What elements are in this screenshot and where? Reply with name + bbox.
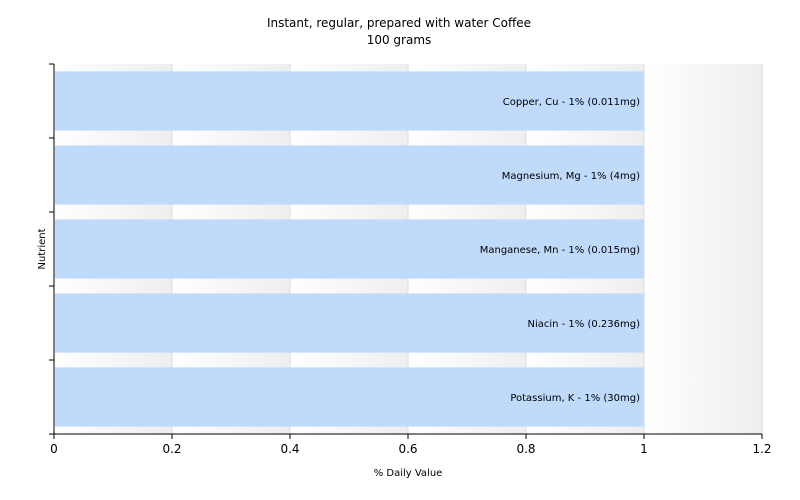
y-axis-label: Nutrient: [37, 228, 48, 269]
bar-label: Copper, Cu - 1% (0.011mg): [503, 97, 640, 108]
x-tick-label: 1: [640, 442, 648, 456]
x-axis-label: % Daily Value: [374, 468, 443, 479]
bar: [55, 367, 644, 427]
bar: [55, 293, 644, 353]
bar: [55, 71, 644, 131]
x-tick-label: 0: [50, 442, 58, 456]
x-tick-label: 0.6: [398, 442, 417, 456]
chart-title: Instant, regular, prepared with water Co…: [267, 16, 531, 30]
bar-label: Manganese, Mn - 1% (0.015mg): [480, 245, 640, 256]
x-tick-label: 0.8: [516, 442, 535, 456]
x-tick-labels: 0 0.2 0.4 0.6 0.8 1 1.2: [50, 442, 771, 456]
axes: [49, 63, 763, 439]
x-tick-label: 0.2: [162, 442, 181, 456]
bar-label: Magnesium, Mg - 1% (4mg): [502, 171, 640, 182]
bar-label: Potassium, K - 1% (30mg): [510, 393, 640, 404]
bars: Copper, Cu - 1% (0.011mg) Magnesium, Mg -…: [55, 71, 644, 427]
bar-label: Niacin - 1% (0.236mg): [527, 319, 640, 330]
bar: [55, 145, 644, 205]
bar: [55, 219, 644, 279]
x-tick-label: 1.2: [752, 442, 771, 456]
plot-band: [644, 64, 762, 434]
x-tick-label: 0.4: [280, 442, 299, 456]
chart-subtitle: 100 grams: [367, 33, 432, 47]
